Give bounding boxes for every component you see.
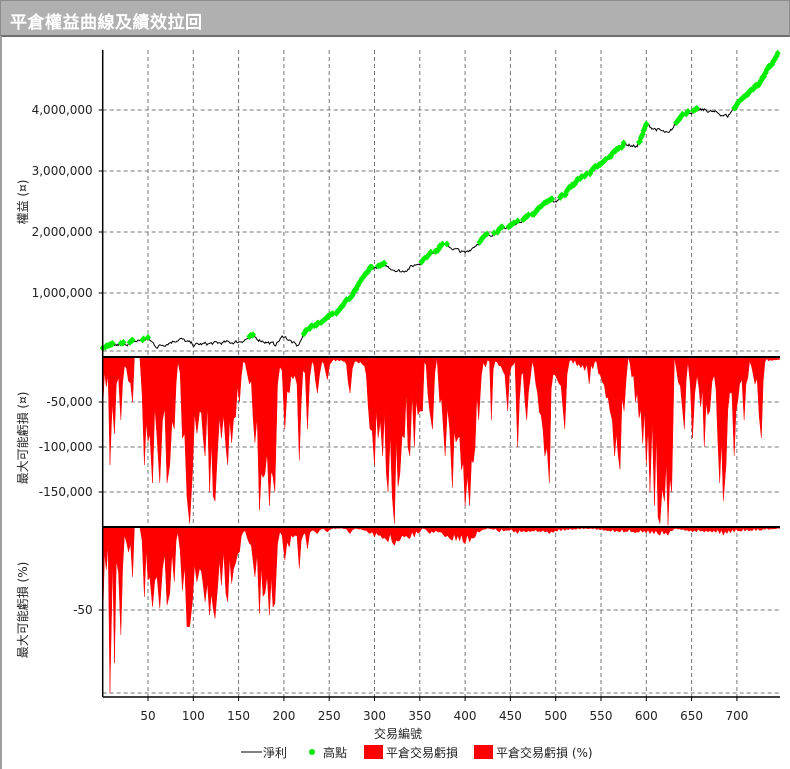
high-point-marker <box>643 120 650 128</box>
y-tick-label: -150,000 <box>39 485 93 499</box>
high-point-marker <box>145 333 151 341</box>
x-tick-label: 600 <box>635 709 658 723</box>
high-point-marker <box>109 340 116 348</box>
high-point-marker <box>525 211 532 219</box>
x-tick-label: 650 <box>680 709 703 723</box>
high-point-marker <box>620 139 627 147</box>
high-point-marker <box>684 107 691 115</box>
high-point-marker <box>329 310 336 318</box>
y-tick-label: 2,000,000 <box>32 225 93 239</box>
window-title: 平倉權益曲線及績效拉回 <box>10 13 203 33</box>
high-point-marker <box>769 60 776 68</box>
legend-red-swatch-pct <box>474 745 493 759</box>
equity-panel <box>99 49 781 352</box>
legend-label-net: 淨利 <box>263 746 287 760</box>
axes: 50 100 150 200 250 300 350 400 450 500 550 600 650 70… <box>32 50 780 723</box>
y-axis-label-drawdown-amount: 最大可能虧損 (¤) <box>15 392 30 485</box>
drawdown-amount-panel <box>102 356 780 526</box>
x-tick-label: 350 <box>408 709 431 723</box>
legend: 淨利 高點 平倉交易虧損 平倉交易虧損 (%) <box>241 745 593 760</box>
y-axis-label-equity: 權益 (¤) <box>16 180 30 225</box>
x-tick-label: 300 <box>363 709 386 723</box>
x-tick-label: 550 <box>590 709 613 723</box>
high-point-marker <box>514 217 521 225</box>
drawdown-percent-area <box>102 526 780 694</box>
x-tick-label: 500 <box>544 709 567 723</box>
high-point-marker <box>679 110 686 118</box>
y-tick-label: -100,000 <box>39 440 93 454</box>
legend-red-swatch <box>364 745 383 759</box>
high-point-marker <box>583 170 590 178</box>
y-axis-label-drawdown-percent: 最大可能虧損 (%) <box>15 562 30 659</box>
drawdown-percent-panel <box>102 526 780 694</box>
high-point-marker <box>368 263 375 271</box>
high-point-marker <box>774 49 781 57</box>
y-tick-label: 3,000,000 <box>32 164 93 178</box>
legend-label-high: 高點 <box>323 745 347 760</box>
left-border <box>0 36 2 769</box>
high-point-marker <box>443 240 450 248</box>
x-tick-label: 250 <box>318 709 341 723</box>
drawdown-amount-area <box>102 356 780 526</box>
high-point-marker <box>427 248 434 256</box>
high-point-marker <box>250 331 257 339</box>
x-tick-label: 50 <box>140 709 155 723</box>
y-tick-label: -50 <box>73 603 93 617</box>
x-tick-label: 150 <box>227 709 250 723</box>
y-tick-label: 4,000,000 <box>32 103 93 117</box>
high-point-marker <box>549 195 556 203</box>
x-tick-label: 450 <box>499 709 522 723</box>
x-tick-label: 400 <box>454 709 477 723</box>
x-tick-label: 100 <box>182 709 205 723</box>
y-tick-label: 1,000,000 <box>32 286 93 300</box>
high-point-marker <box>694 105 701 113</box>
high-point-marker <box>439 240 446 248</box>
high-point-marker <box>483 230 490 238</box>
high-point-marker <box>129 336 136 344</box>
high-point-marker <box>499 223 506 231</box>
high-point-marker <box>140 335 147 343</box>
high-point-marker <box>381 259 388 267</box>
legend-dot-swatch <box>309 749 315 755</box>
y-tick-label: -50,000 <box>46 395 92 409</box>
legend-label-loss: 平倉交易虧損 <box>386 745 458 760</box>
x-tick-label: 700 <box>725 709 748 723</box>
legend-label-loss-pct: 平倉交易虧損 (%) <box>496 745 593 760</box>
x-axis-label: 交易編號 <box>374 726 422 741</box>
equity-line <box>102 53 779 350</box>
x-tick-label: 200 <box>272 709 295 723</box>
high-point-marker <box>120 338 127 346</box>
window-title-bar: 平倉權益曲線及績效拉回 <box>0 0 790 37</box>
